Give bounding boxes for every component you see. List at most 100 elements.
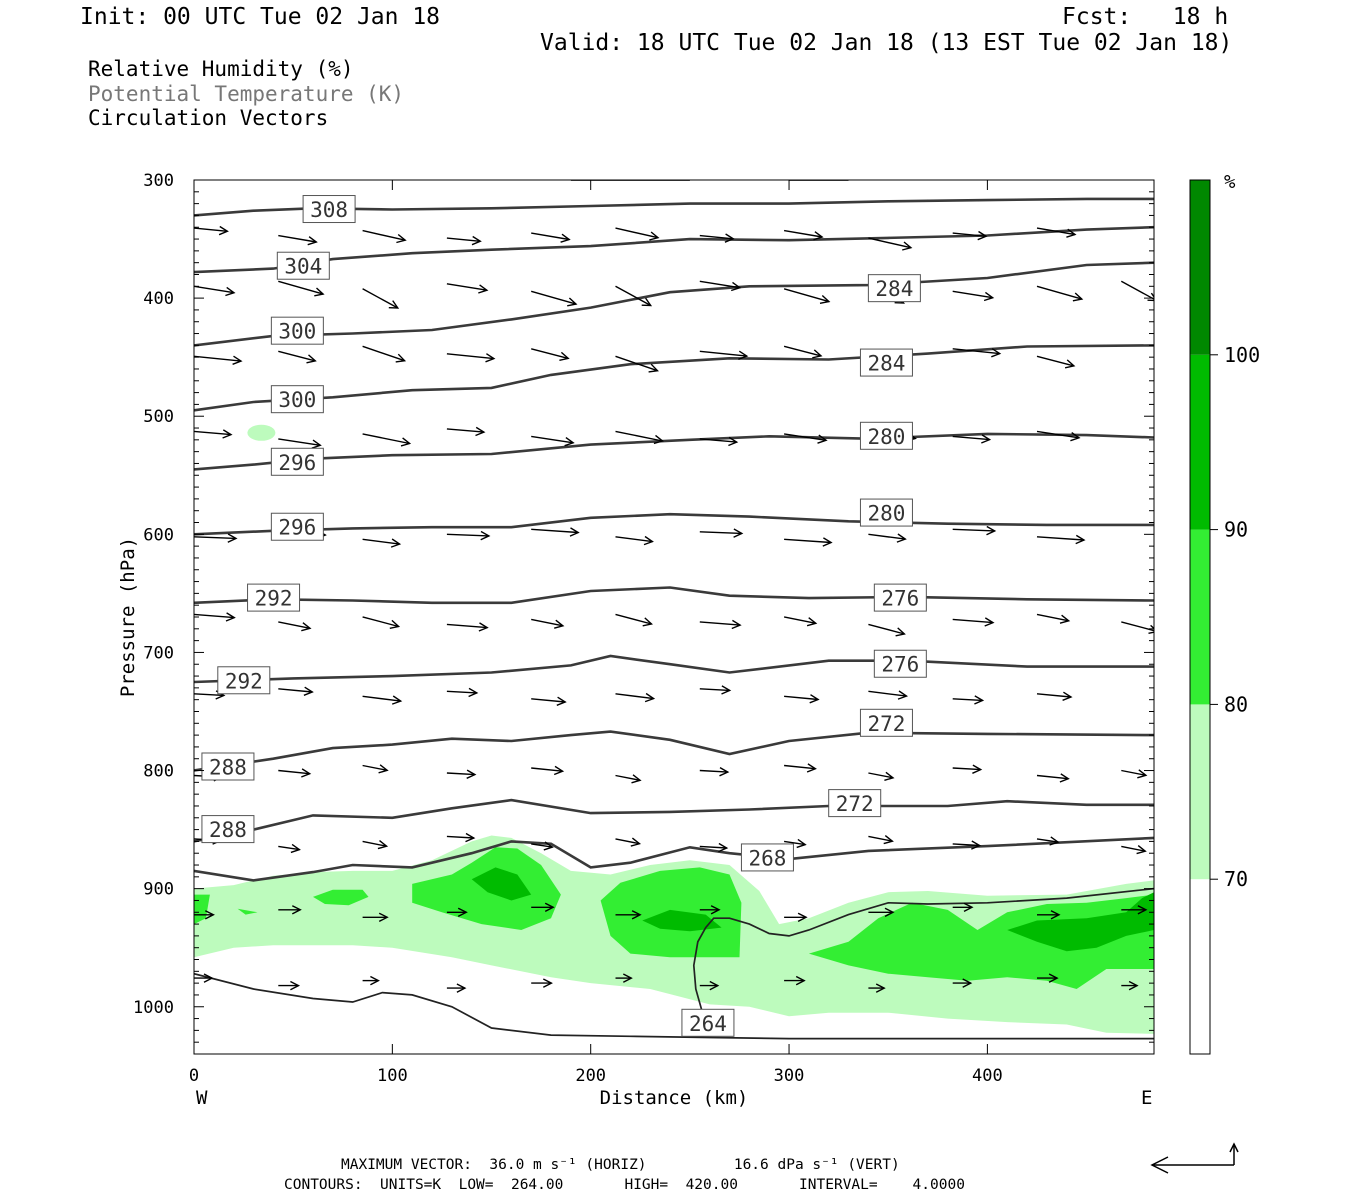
contour-label-text: 284 [875,277,913,301]
vector-shaft [1036,693,1072,698]
y-tick-label: 300 [143,171,174,191]
vector-head [290,843,301,854]
contour-label-box [873,583,927,612]
y-tick-label: 900 [143,880,174,900]
contour-label: 280 [859,498,913,527]
vector-shaft [531,435,574,444]
vector-head [883,835,894,845]
vector-head [631,910,642,920]
vector-head [649,231,660,241]
colorbar-tick-label: 100 [1224,343,1260,367]
vector-arrow [446,769,477,779]
contour-label-text: 272 [836,792,874,816]
vector-arrow [531,765,565,776]
vector-arrow [1036,430,1081,442]
theta-contour-280 [194,654,1154,684]
vector-arrow [699,980,720,991]
colorbar-bin [1190,354,1210,530]
vector-arrow [362,616,401,629]
colorbar-bin [1190,879,1210,1054]
vector-arrow [615,535,654,546]
vector-head [1137,905,1148,915]
vector-head [388,300,400,309]
vector-head [822,537,833,547]
vector-head [556,696,567,706]
theta-contour-272 [194,798,1154,843]
vector-shaft [784,695,819,701]
vector-arrow [615,774,642,784]
contour-label-text: 288 [209,818,247,842]
contour-label-box [681,1008,735,1037]
vector-arrow [1036,773,1070,783]
rh-region-80 [808,894,1154,989]
vector-head [306,354,317,364]
vector-shaft [615,227,659,239]
contour-label: 288 [201,815,255,844]
vector-head [622,973,633,983]
contour-label-box [740,843,794,872]
vector-arrow [446,283,489,294]
vector-shaft [699,688,730,692]
vector-arrow [278,234,318,246]
vector-head [795,975,806,986]
contour-label: 288 [201,752,255,781]
contour-label-text: 292 [255,587,293,611]
vector-arrow [1121,621,1154,634]
vector-head [812,349,823,359]
vector-shaft [1121,769,1147,776]
vector-head [728,436,739,447]
vector-shaft [278,621,311,629]
footer-max-vector: MAXIMUM VECTOR: 36.0 m s⁻¹ (HORIZ) 16.6 … [341,1157,900,1173]
vector-arrow [446,235,482,246]
vector-arrow [783,288,831,304]
vector-head [1147,292,1154,302]
vector-arrow [699,766,730,777]
vector-head [203,973,214,983]
rh-region-80 [237,908,258,915]
vector-shaft [362,616,399,628]
vector-shaft [783,616,816,624]
contour-label-box [302,195,356,224]
vector-arrow [783,838,807,849]
vector-arrow [1120,280,1154,302]
contour-label-box [217,666,271,695]
vector-head [225,612,236,622]
x-axis-west-label: W [196,1087,208,1109]
vector-head [806,763,817,773]
vector-shaft [446,690,477,694]
vector-shaft [1036,227,1076,236]
vector-shaft [699,280,740,289]
vector-shaft [531,618,564,627]
vector-head [644,692,656,703]
vector-arrow [446,426,486,437]
vector-shaft [952,348,1000,355]
colorbar-bin [1190,180,1210,355]
vector-shaft [699,621,741,626]
contour-label: 296 [270,512,324,541]
vector-arrow [278,980,301,991]
vector-head [983,291,995,302]
colorbar-bin [1190,704,1210,880]
vector-shaft [952,618,994,624]
vector-arrow [362,433,412,447]
vector-shaft [699,531,742,535]
vector-shaft [194,693,224,697]
reference-vector-arrow [1150,1142,1239,1174]
vector-shaft [615,285,652,307]
vector-arrow [615,692,656,703]
contour-label-box [276,251,330,280]
vector-arrow [278,350,317,364]
contour-label: 268 [740,843,794,872]
vector-head [642,617,653,627]
contour-label: 272 [859,708,913,737]
vector-arrow [615,285,653,307]
contour-label: 308 [302,195,356,224]
vector-arrow [1036,836,1060,846]
vector-arrow [278,280,325,297]
vector-head [648,363,659,373]
vector-shaft [1036,355,1075,367]
vector-shaft [868,835,893,842]
vector-arrow [868,907,895,918]
vector-head [560,233,571,243]
vector-shaft [1120,280,1154,300]
